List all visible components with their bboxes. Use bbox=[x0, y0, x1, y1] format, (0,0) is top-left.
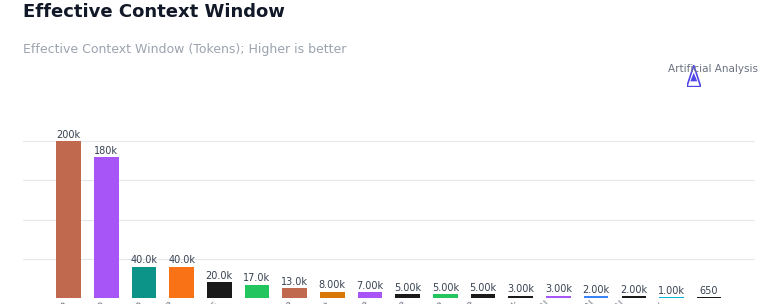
Text: 180k: 180k bbox=[94, 146, 119, 156]
Text: Effective Context Window: Effective Context Window bbox=[23, 3, 285, 21]
Bar bbox=[320, 292, 345, 298]
Bar bbox=[584, 296, 608, 298]
Text: 20.0k: 20.0k bbox=[206, 271, 233, 281]
Bar bbox=[245, 285, 270, 298]
Text: 40.0k: 40.0k bbox=[130, 255, 157, 265]
Bar bbox=[396, 294, 420, 298]
Bar bbox=[207, 282, 232, 298]
Text: 2.00k: 2.00k bbox=[620, 285, 648, 295]
Text: 40.0k: 40.0k bbox=[168, 255, 195, 265]
Text: 5.00k: 5.00k bbox=[394, 283, 421, 293]
Bar bbox=[697, 297, 721, 298]
Text: 2.00k: 2.00k bbox=[583, 285, 610, 295]
Polygon shape bbox=[691, 73, 698, 81]
Text: 3.00k: 3.00k bbox=[507, 285, 534, 294]
Text: 5.00k: 5.00k bbox=[470, 283, 497, 293]
Text: 13.0k: 13.0k bbox=[281, 277, 308, 287]
Bar bbox=[659, 297, 684, 298]
Text: 7.00k: 7.00k bbox=[357, 281, 383, 291]
Text: 200k: 200k bbox=[56, 130, 81, 140]
Text: Effective Context Window (Tokens); Higher is better: Effective Context Window (Tokens); Highe… bbox=[23, 43, 347, 56]
Text: 17.0k: 17.0k bbox=[243, 273, 270, 283]
Bar bbox=[358, 292, 382, 298]
Bar bbox=[283, 288, 307, 298]
Bar bbox=[546, 295, 571, 298]
Bar bbox=[169, 267, 194, 298]
Bar bbox=[621, 296, 646, 298]
Text: 5.00k: 5.00k bbox=[432, 283, 459, 293]
Text: Artificial Analysis: Artificial Analysis bbox=[668, 64, 758, 74]
Bar bbox=[94, 157, 119, 298]
Text: 1.00k: 1.00k bbox=[658, 286, 685, 296]
Text: 3.00k: 3.00k bbox=[545, 285, 572, 294]
Bar bbox=[132, 267, 156, 298]
Bar bbox=[470, 294, 495, 298]
Bar bbox=[433, 294, 457, 298]
Bar bbox=[508, 295, 533, 298]
Text: 8.00k: 8.00k bbox=[319, 281, 346, 291]
Bar bbox=[56, 141, 81, 298]
Text: 650: 650 bbox=[700, 286, 718, 296]
